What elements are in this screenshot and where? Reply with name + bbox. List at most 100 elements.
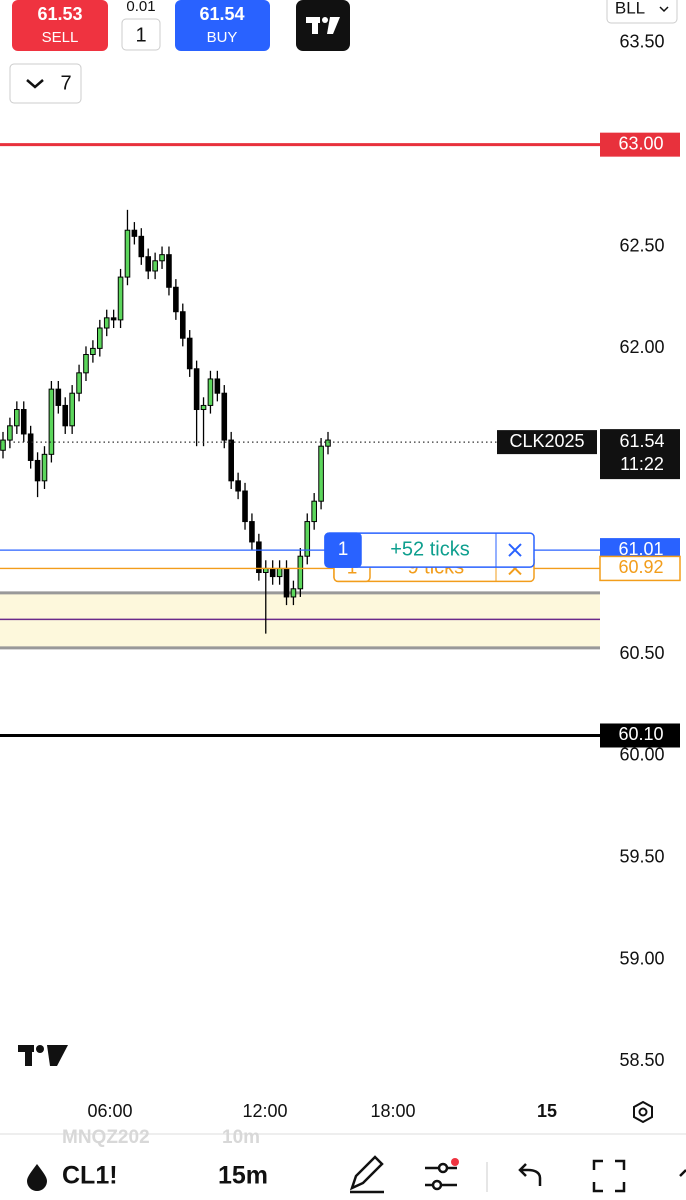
y-tick-label: 58.50 [619, 1050, 664, 1070]
candle-body [14, 409, 20, 427]
candle-body [124, 229, 131, 278]
indicators-icon[interactable] [425, 1162, 457, 1191]
order-close [508, 543, 522, 557]
candle-body [103, 317, 110, 329]
candle-body [76, 372, 82, 394]
candle-body [90, 347, 96, 356]
account-dropdown[interactable] [606, 0, 678, 24]
candle-body [20, 409, 27, 435]
plot [0, 209, 600, 650]
qty-step: 0.01 [126, 0, 155, 15]
undo-icon[interactable] [518, 1163, 542, 1186]
symbol-icon [27, 1164, 47, 1191]
candle-body [62, 404, 69, 427]
settings-icon[interactable] [633, 1100, 653, 1124]
price-tag [600, 723, 680, 748]
candle-body [235, 480, 241, 492]
order-qty-box [324, 532, 362, 568]
interval[interactable]: 15m [218, 1162, 268, 1190]
candle-body [249, 521, 255, 543]
order-qty: 1 [347, 557, 358, 578]
settings-icon-dot [638, 1107, 648, 1117]
y-tick-label: 60.50 [619, 643, 664, 663]
candle-body [304, 521, 311, 557]
price-tag-label: 63.00 [618, 133, 663, 153]
fullscreen-icon[interactable] [592, 1159, 626, 1193]
buy-price: 61.54 [199, 4, 244, 24]
candle-body [159, 254, 165, 262]
candle-body [152, 260, 158, 272]
candle-body [297, 555, 304, 590]
tv-button[interactable] [296, 0, 350, 51]
buy-button[interactable] [175, 0, 270, 51]
y-tick-label: 62.00 [619, 337, 664, 357]
qty-box[interactable] [121, 18, 161, 51]
y-tick-label: 63.50 [619, 32, 664, 52]
tv-watermark [18, 1045, 68, 1066]
sell-button[interactable] [12, 0, 108, 51]
ghost-interval: 10m [222, 1127, 260, 1148]
tv-logo [306, 17, 340, 34]
last-price-tag [600, 429, 680, 480]
candle-body [55, 388, 62, 406]
candle-body [34, 459, 41, 482]
symbol-tag-label: CLK2025 [509, 431, 584, 451]
account: BLL [615, 0, 645, 17]
x-tick-label: 18:00 [370, 1101, 415, 1121]
candle-body [83, 354, 89, 374]
symbol-tag [497, 430, 597, 455]
chevron-icon [659, 6, 669, 13]
ghost-symbol: MNQZ202 [62, 1127, 150, 1148]
sell-price: 61.53 [37, 4, 82, 24]
candle-body [117, 276, 124, 321]
price-tag-label: 60.92 [618, 557, 663, 577]
draw-icon[interactable] [349, 1155, 384, 1194]
chevron-icon [26, 79, 44, 89]
candle-body [173, 286, 179, 313]
more-icon[interactable] [679, 1169, 686, 1177]
candle-body [48, 388, 55, 455]
candle-body [166, 254, 172, 288]
candle-body [256, 541, 262, 574]
last-price-label: 61.54 [619, 431, 664, 451]
candle-body [318, 445, 324, 502]
y-tick-label: 59.50 [619, 846, 664, 866]
indicator-dot [451, 1158, 459, 1166]
price-tag-label: 61.01 [618, 539, 663, 559]
zone [0, 592, 600, 648]
y-tick-label: 60.00 [619, 745, 664, 765]
candle-body [221, 392, 228, 441]
order-pnl: +52 ticks [390, 538, 469, 560]
candle-body [242, 490, 248, 523]
layout-count: 7 [60, 72, 71, 94]
candle-body [0, 439, 6, 451]
price-tag [599, 555, 681, 582]
countdown: 11:22 [620, 454, 664, 474]
layout-dropdown[interactable] [9, 63, 82, 104]
symbol[interactable]: CL1! [62, 1162, 118, 1190]
candle-body [7, 425, 13, 441]
candle-body [110, 317, 117, 321]
qty: 1 [135, 24, 146, 46]
x-tick-label: 12:00 [242, 1101, 287, 1121]
candle-body [145, 256, 152, 272]
y-tick-label: 62.50 [619, 235, 664, 255]
candle-body [276, 567, 283, 578]
candle-body [228, 439, 234, 482]
candle-body [131, 229, 138, 237]
candle-body [311, 500, 317, 523]
candle-body [27, 433, 34, 461]
buy-label: BUY [207, 29, 238, 46]
candle-body [214, 378, 221, 394]
candle-body [207, 378, 214, 406]
candle-body [283, 567, 290, 598]
sell-label: SELL [42, 29, 79, 46]
candle-body [69, 392, 75, 427]
candle-body [138, 235, 145, 258]
order-widget[interactable]: 1 +52 ticks [324, 532, 535, 568]
candle-body [41, 453, 48, 482]
candle-body [179, 311, 186, 339]
candle-body [97, 327, 103, 349]
